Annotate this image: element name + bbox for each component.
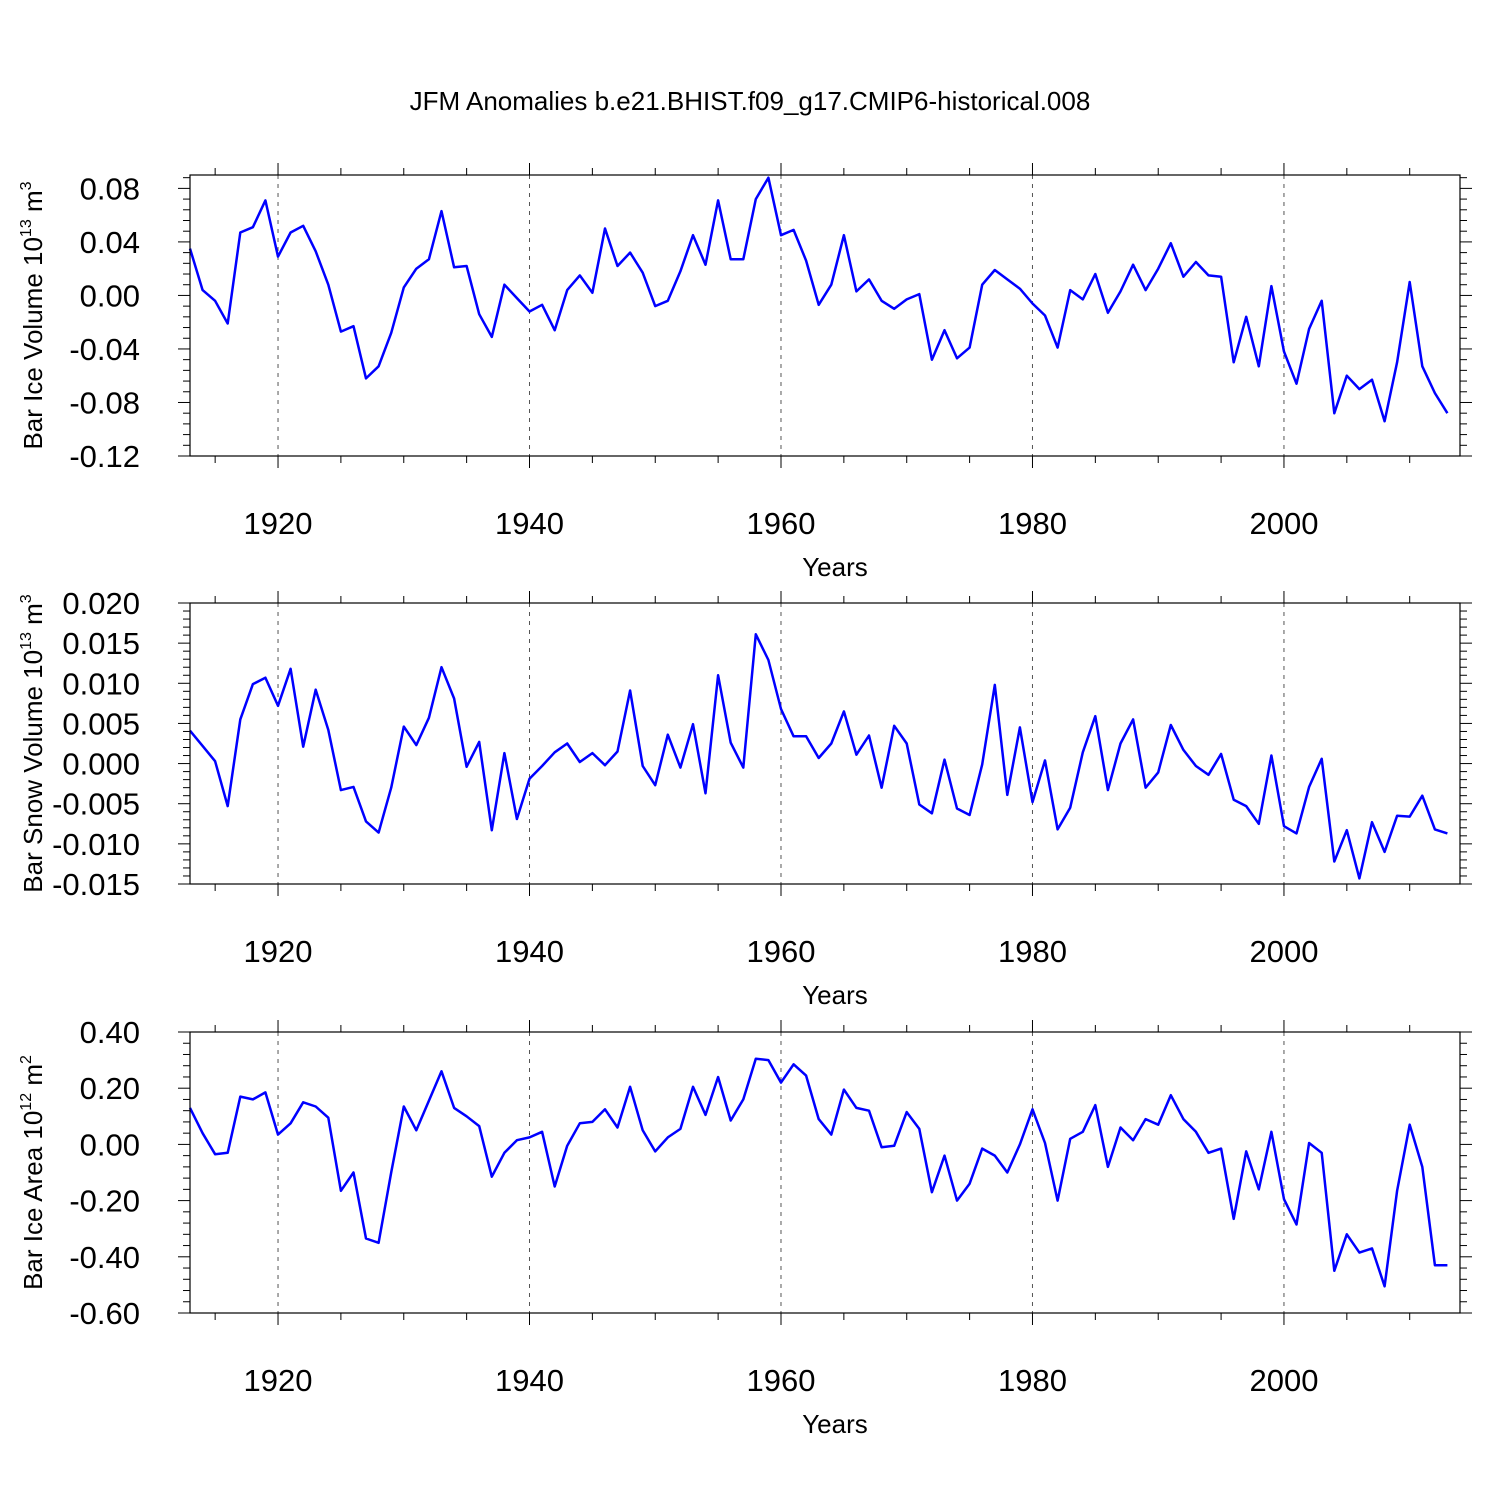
snow-volume-xtick-label: 1940 [495,934,564,969]
ice-area-series-line [188,1057,1448,1288]
ice-area-xtick-label: 1980 [998,1363,1067,1398]
snow-volume-ytick-label: 0.020 [62,586,140,621]
panel-ice-area: 0.40 0.20 0.00 -0.20 -0.40 -0.60 1920 1940 1960 1… [18,1015,1472,1439]
snow-volume-xtick-label: 1980 [998,934,1067,969]
snow-volume-ytick-label: 0.005 [62,706,140,741]
ice-area-xtick-label: 1920 [244,1363,313,1398]
ice-area-ytick-label: 0.00 [80,1127,140,1162]
ice-volume-ytick-label: -0.12 [69,439,140,474]
snow-volume-ytick-label: -0.010 [52,827,140,862]
ice-area-ytick-label: -0.40 [69,1240,140,1275]
ice-area-ytick-label: 0.40 [80,1015,140,1050]
ice-volume-ytick-label: -0.08 [69,385,140,420]
ice-volume-ytick-label: 0.08 [80,171,140,206]
ice-volume-xtick-label: 2000 [1249,506,1318,541]
ice-volume-ytick-label: 0.00 [80,278,140,313]
snow-volume-xtick-label: 1960 [747,934,816,969]
ice-volume-xtick-label: 1960 [747,506,816,541]
ice-volume-series-line [188,176,1449,423]
ice-volume-xtick-label: 1980 [998,506,1067,541]
snow-volume-x-axis-label: Years [802,980,868,1010]
snow-volume-ytick-label: 0.015 [62,626,140,661]
snow-volume-xtick-label: 1920 [244,934,313,969]
ice-area-ytick-label: -0.20 [69,1184,140,1219]
snow-volume-ytick-label: 0.010 [62,666,140,701]
snow-volume-series-line [189,633,1448,880]
ice-volume-ytick-label: 0.04 [80,225,140,260]
ice-volume-plot-frame [189,174,1461,457]
snow-volume-plot-frame [189,602,1461,885]
snow-volume-xtick-label: 2000 [1249,934,1318,969]
snow-volume-ytick-label: -0.005 [52,787,140,822]
snow-volume-y-axis-label: Bar Snow Volume 1013 m3 [18,594,48,893]
ice-area-xtick-label: 1940 [495,1363,564,1398]
ice-volume-xtick-label: 1920 [244,506,313,541]
ice-volume-xtick-label: 1940 [495,506,564,541]
ice-area-ytick-label: 0.20 [80,1071,140,1106]
snow-volume-ytick-label: -0.015 [52,867,140,902]
ice-volume-ytick-label: -0.04 [69,332,140,367]
figure-title: JFM Anomalies b.e21.BHIST.f09_g17.CMIP6-… [410,86,1091,116]
ice-volume-y-axis-label: Bar Ice Volume 1013 m3 [18,181,48,449]
panel-snow-volume: 0.020 0.015 0.010 0.005 0.000 -0.005 -0.010 -0.… [18,586,1472,1010]
ice-area-xtick-label: 1960 [747,1363,816,1398]
ice-area-ytick-label: -0.60 [69,1296,140,1331]
ice-volume-x-axis-label: Years [802,552,868,582]
snow-volume-ytick-label: 0.000 [62,747,140,782]
ice-area-x-axis-label: Years [802,1409,868,1439]
ice-area-xtick-label: 2000 [1249,1363,1318,1398]
panel-ice-volume: 0.08 0.04 0.00 -0.04 -0.08 -0.12 1920 1940 1960 1… [18,163,1472,582]
ice-area-y-axis-label: Bar Ice Area 1012 m2 [18,1055,48,1290]
ice-area-plot-frame [189,1031,1461,1314]
